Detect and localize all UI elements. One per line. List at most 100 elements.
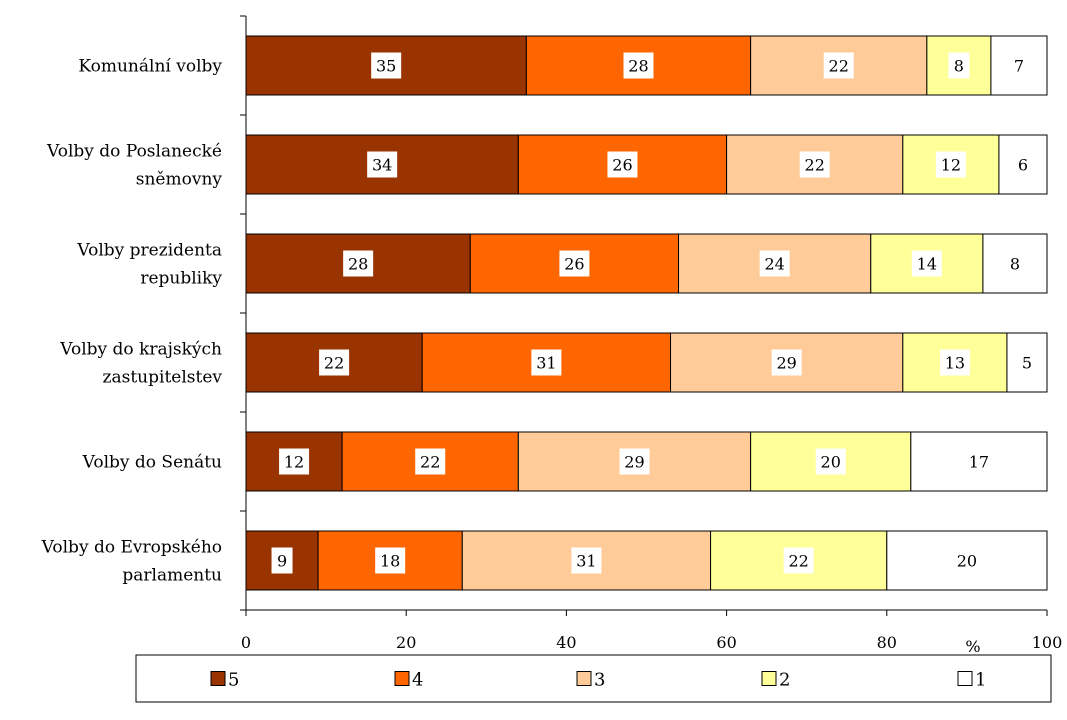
- data-label-box: [939, 349, 970, 376]
- data-label-box: [951, 547, 982, 574]
- data-label: 34: [372, 156, 392, 175]
- category-label: Volby prezidenta republiky: [76, 241, 222, 289]
- legend-label: 2: [779, 670, 790, 691]
- x-tick-label: 0: [241, 633, 251, 652]
- category-label-line: Volby do krajských: [59, 340, 222, 360]
- category-label-line: sněmovny: [136, 170, 223, 190]
- data-label-box: [771, 349, 802, 376]
- category-label: Volby do Poslanecké sněmovny: [46, 142, 222, 190]
- data-label-box: [415, 448, 446, 475]
- data-label: 13: [945, 354, 965, 373]
- category-label-line: zastupitelstev: [103, 368, 223, 388]
- category-label-line: Volby do Poslanecké: [46, 142, 222, 162]
- x-tick-label: 20: [396, 633, 416, 652]
- x-tick-label: 100: [1032, 633, 1063, 652]
- data-label-box: [619, 448, 650, 475]
- category-label-line: Volby do Senátu: [82, 453, 222, 473]
- data-label: 26: [612, 156, 632, 175]
- legend-swatch: [957, 671, 973, 686]
- data-label-box: [571, 547, 602, 574]
- data-label: 22: [789, 552, 809, 571]
- legend-swatch: [761, 671, 777, 686]
- data-label: 12: [941, 156, 961, 175]
- data-label-box: [799, 151, 830, 178]
- category-label-line: Komunální volby: [78, 57, 222, 77]
- data-label: 26: [564, 255, 584, 274]
- data-label: 12: [284, 453, 304, 472]
- data-label: 29: [624, 453, 644, 472]
- data-label: 5: [1022, 354, 1032, 373]
- legend-label: 3: [594, 670, 605, 691]
- data-label: 18: [380, 552, 400, 571]
- data-label-box: [823, 52, 854, 79]
- data-label-box: [559, 250, 590, 277]
- data-label: 31: [536, 354, 556, 373]
- data-label-box: [948, 52, 970, 79]
- data-label: 22: [829, 57, 849, 76]
- data-label-box: [367, 151, 398, 178]
- x-tick-label: 80: [877, 633, 897, 652]
- x-tick-label: 40: [556, 633, 576, 652]
- category-label-line: Volby do Evropského: [41, 538, 222, 558]
- data-label-box: [1008, 52, 1030, 79]
- data-label: 17: [969, 453, 989, 472]
- data-label-box: [279, 448, 310, 475]
- data-label-box: [759, 250, 790, 277]
- data-label-box: [375, 547, 406, 574]
- legend: 5 4 3 2 1: [135, 654, 1052, 703]
- data-label: 9: [277, 552, 287, 571]
- legend-label: 4: [412, 670, 423, 691]
- data-label: 22: [805, 156, 825, 175]
- legend-label: 5: [228, 670, 239, 691]
- category-label: Volby do Evropského parlamentu: [41, 538, 222, 586]
- data-label-box: [783, 547, 814, 574]
- data-label-box: [343, 250, 374, 277]
- data-label: 29: [776, 354, 796, 373]
- data-label: 8: [1010, 255, 1020, 274]
- data-label: 6: [1018, 156, 1028, 175]
- category-label-line: Volby prezidenta: [76, 241, 222, 261]
- data-label: 31: [576, 552, 596, 571]
- data-label: 22: [324, 354, 344, 373]
- data-label-box: [319, 349, 350, 376]
- data-label: 28: [348, 255, 368, 274]
- data-label-box: [271, 547, 293, 574]
- category-label-line: parlamentu: [122, 566, 222, 586]
- data-label: 14: [917, 255, 937, 274]
- category-label: Volby do Senátu: [82, 453, 222, 473]
- bar-segment: [517, 134, 728, 195]
- data-label-box: [371, 52, 402, 79]
- data-label-box: [607, 151, 638, 178]
- legend-swatch: [576, 671, 592, 686]
- legend-swatch: [394, 671, 410, 686]
- data-label-box: [623, 52, 654, 79]
- x-unit-label: %: [965, 637, 980, 656]
- data-label: 7: [1014, 57, 1024, 76]
- data-label-box: [1012, 151, 1034, 178]
- data-label: 28: [628, 57, 648, 76]
- data-label: 8: [954, 57, 964, 76]
- data-label-box: [911, 250, 942, 277]
- data-label: 35: [376, 57, 396, 76]
- category-label-line: republiky: [140, 269, 222, 289]
- legend-box: [135, 654, 1052, 703]
- x-tick-label: 60: [716, 633, 736, 652]
- category-label: Komunální volby: [78, 57, 222, 77]
- data-label-box: [935, 151, 966, 178]
- data-label: 22: [420, 453, 440, 472]
- data-label: 20: [821, 453, 841, 472]
- data-label-box: [1016, 349, 1038, 376]
- data-label-box: [1004, 250, 1026, 277]
- legend-label: 1: [975, 670, 986, 691]
- data-label-box: [963, 448, 994, 475]
- bar-segment: [870, 233, 984, 294]
- data-label: 24: [764, 255, 784, 274]
- bar-segment: [926, 35, 992, 96]
- data-label-box: [531, 349, 562, 376]
- plot-area: 0 20 40 60 80 100% Komunální volby 35 28 22 8 7 Volb…: [41, 15, 1063, 656]
- data-label-box: [815, 448, 846, 475]
- data-label: 20: [957, 552, 977, 571]
- category-label: Volby do krajských zastupitelstev: [59, 340, 222, 388]
- legend-swatch: [210, 671, 226, 686]
